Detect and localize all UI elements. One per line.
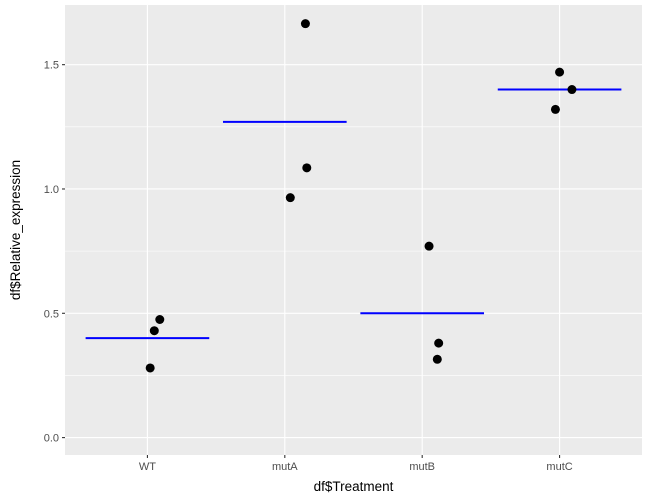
data-point bbox=[149, 326, 159, 336]
data-point bbox=[424, 241, 434, 251]
y-axis-title: df$Relative_expression bbox=[8, 160, 23, 300]
data-point bbox=[550, 104, 560, 114]
x-axis-title: df$Treatment bbox=[314, 479, 394, 494]
plot-panel bbox=[65, 5, 642, 455]
data-point bbox=[302, 163, 312, 173]
y-tick-label: 0.5 bbox=[44, 308, 59, 320]
data-point bbox=[434, 338, 444, 348]
data-point bbox=[555, 67, 565, 77]
x-tick-label: mutA bbox=[272, 461, 298, 473]
data-point bbox=[432, 354, 442, 364]
x-tick-label: mutB bbox=[409, 461, 435, 473]
data-point bbox=[155, 315, 165, 325]
data-point bbox=[567, 85, 577, 95]
data-point bbox=[145, 363, 155, 373]
x-tick-label: WT bbox=[139, 461, 156, 473]
y-tick-label: 1.0 bbox=[44, 184, 59, 196]
minor-grid bbox=[65, 126, 642, 376]
major-grid bbox=[65, 5, 642, 455]
y-tick-label: 1.5 bbox=[44, 60, 59, 72]
x-axis: WT mutA mutB mutC bbox=[139, 455, 573, 473]
data-points bbox=[145, 19, 577, 373]
data-point bbox=[300, 19, 310, 29]
data-point bbox=[285, 193, 295, 203]
y-tick-label: 0.0 bbox=[44, 433, 59, 445]
mean-lines bbox=[85, 88, 622, 340]
y-axis: 0.0 0.5 1.0 1.5 bbox=[44, 60, 65, 445]
x-tick-label: mutC bbox=[546, 461, 572, 473]
